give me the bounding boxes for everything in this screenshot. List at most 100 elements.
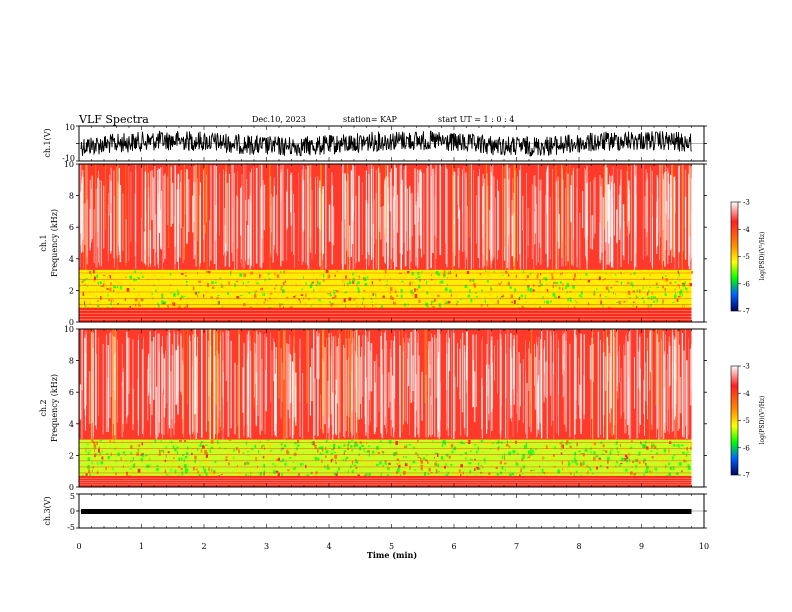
spectrogram-white-streak — [369, 331, 370, 401]
spectrogram-mid-speckle — [287, 453, 289, 455]
spectrogram-mid-speckle — [568, 461, 570, 463]
spectrogram-mid-speckle — [134, 298, 138, 302]
spectrogram-mid-speckle — [254, 292, 256, 296]
spectrogram-mid-speckle — [110, 303, 112, 306]
spectrogram-white-streak — [91, 337, 92, 427]
spectrogram-mid-speckle — [646, 304, 649, 308]
colorbar-tick-label: -6 — [743, 444, 750, 452]
spectrogram-mid-speckle — [107, 276, 110, 280]
spectrogram-mid-speckle — [148, 451, 150, 453]
spectrogram-mid-speckle — [522, 270, 524, 274]
spectrogram-mid-speckle — [643, 277, 645, 281]
spectrogram-mid-speckle — [635, 295, 637, 299]
spectrogram-mid-speckle — [272, 463, 275, 465]
spectrogram-white-streak — [385, 175, 388, 243]
spectrogram-mid-speckle — [629, 302, 632, 305]
spectrogram-white-streak — [220, 335, 221, 383]
spectrogram-white-streak — [110, 331, 112, 397]
spectrogram-mid-speckle — [521, 473, 523, 475]
spectrogram-mid-speckle — [530, 448, 532, 451]
spectrogram-mid-speckle — [233, 456, 235, 459]
ch3-ytick-middle: 0 — [70, 507, 75, 516]
spectrogram-mid-speckle — [276, 458, 279, 461]
spectrogram-mid-speckle — [319, 288, 321, 292]
spectrogram-mid-speckle — [417, 272, 420, 276]
spectrogram-white-streak — [511, 200, 513, 234]
spectrogram-mid-speckle — [92, 466, 94, 469]
spectrogram-mid-speckle — [530, 469, 533, 472]
spectrogram-mid-speckle — [163, 449, 165, 454]
spectrogram-mid-speckle — [263, 301, 266, 304]
spectrogram-white-streak — [506, 164, 508, 269]
spectrogram-white-streak — [118, 169, 120, 255]
spectrogram-mid-speckle — [605, 286, 609, 290]
spectrogram-mid-speckle — [420, 457, 422, 462]
spectrogram-mid-speckle — [489, 293, 492, 297]
spectrogram-mid-speckle — [320, 446, 324, 450]
spectrogram-mid-speckle — [573, 473, 575, 478]
spectrogram-mid-speckle — [381, 450, 385, 453]
spectrogram-white-streak — [448, 337, 450, 372]
spectrogram-mid-speckle — [536, 275, 539, 279]
station-label: station= KAP — [343, 115, 398, 124]
spectrogram-mid-speckle — [225, 458, 228, 461]
spectrogram-white-streak — [217, 333, 218, 436]
spectrogram-mid-speckle — [673, 454, 676, 456]
ch3-ytick-top: 5 — [70, 492, 75, 501]
spectrogram-mid-speckle — [560, 275, 562, 278]
spectrogram-mid-speckle — [382, 464, 384, 467]
spectrogram-mid-speckle — [325, 450, 329, 454]
spectrogram-mid-speckle — [225, 456, 228, 458]
spectrogram-white-streak — [174, 216, 176, 270]
spectrogram-burst — [117, 164, 119, 240]
spectrogram-mid-speckle — [599, 294, 601, 298]
spectrogram-burst — [278, 329, 280, 399]
spectrogram-white-streak — [538, 179, 540, 243]
spectrogram-white-streak — [86, 199, 89, 265]
spectrogram-white-streak — [110, 181, 112, 251]
spectrogram-mid-speckle — [447, 448, 450, 453]
spectrogram-white-streak — [418, 355, 420, 438]
ch1-ytick-top: 10 — [65, 123, 75, 132]
spectrogram-white-streak — [351, 331, 353, 411]
spectrogram-mid-speckle — [132, 287, 134, 290]
spectrogram-burst — [186, 329, 189, 405]
spectrogram-mid-speckle — [179, 440, 182, 442]
spectrogram-mid-speckle — [361, 444, 364, 447]
spectrogram-mid-speckle — [632, 461, 635, 463]
spectrogram-mid-speckle — [198, 291, 200, 294]
colorbar-tick-label: -5 — [743, 253, 750, 261]
spectrogram-mid-speckle — [656, 286, 660, 288]
spectrogram-white-streak — [317, 336, 319, 437]
spectrogram-mid-speckle — [380, 473, 382, 477]
spectrogram-mid-speckle — [146, 470, 149, 473]
spectrogram-mid-speckle — [288, 451, 290, 454]
spectrogram-mid-speckle — [470, 450, 472, 453]
spectrogram-white-streak — [226, 332, 228, 402]
spectrogram-mid-speckle — [469, 458, 473, 460]
spectrogram-burst — [672, 164, 674, 257]
spectrogram-mid-speckle — [444, 287, 448, 291]
spectrogram-mid-speckle — [681, 288, 685, 291]
spectrogram-mid-speckle — [553, 281, 556, 284]
spectrogram-white-streak — [387, 216, 389, 267]
spectrogram-mid-speckle — [600, 300, 602, 305]
spectrogram-white-streak — [378, 367, 380, 412]
spectrogram-white-streak — [81, 183, 82, 253]
spectrogram-mid-speckle — [160, 275, 162, 279]
spectrogram-mid-speckle — [120, 457, 122, 461]
spectrogram-mid-speckle — [181, 304, 182, 308]
spectrogram-mid-speckle — [85, 287, 87, 291]
spectrogram-white-streak — [262, 179, 264, 263]
spectrogram-mid-speckle — [205, 444, 208, 446]
spectrogram-mid-speckle — [624, 285, 626, 290]
spectrogram-burst — [253, 329, 255, 408]
spectrogram-mid-speckle — [104, 474, 106, 477]
spectrogram-mid-speckle — [405, 444, 408, 449]
spectrogram-mid-speckle — [590, 445, 593, 449]
spectrogram-mid-speckle — [180, 273, 184, 275]
spectrogram-white-streak — [606, 336, 609, 440]
spectrogram-white-streak — [370, 343, 373, 392]
spectrogram-mid-speckle — [277, 472, 280, 477]
spectrogram-white-streak — [149, 230, 152, 264]
